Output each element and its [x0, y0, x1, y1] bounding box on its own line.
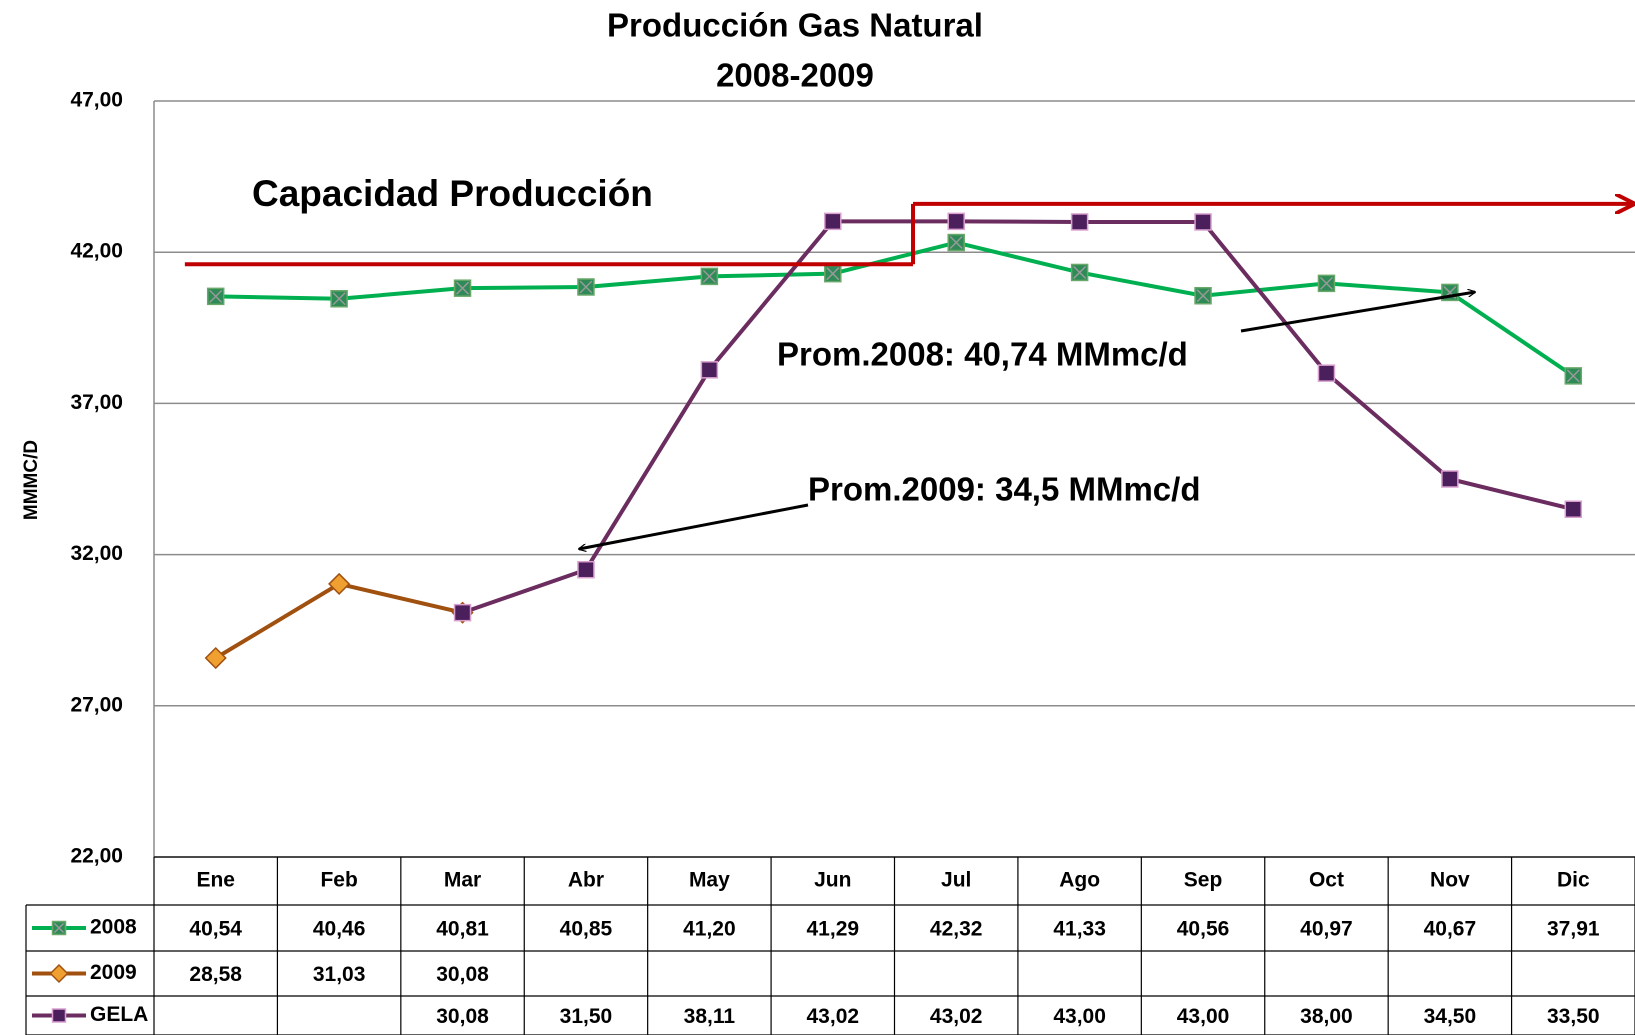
table-value: 43,02	[807, 1005, 860, 1028]
y-tick-label: 37,00	[70, 391, 123, 414]
table-value: 40,85	[560, 918, 613, 941]
table-value: 40,46	[313, 918, 366, 941]
marker-x	[332, 292, 346, 306]
marker	[51, 1008, 67, 1023]
marker	[1317, 364, 1336, 382]
series-line	[461, 219, 1574, 615]
x-tick-label: Ene	[196, 869, 235, 892]
table-value: 43,00	[1177, 1005, 1230, 1028]
marker-x	[53, 922, 65, 934]
marker	[824, 212, 842, 231]
y-tick-label: 47,00	[70, 89, 123, 112]
table-value: 31,50	[560, 1005, 613, 1028]
table-value: 43,02	[930, 1005, 983, 1028]
marker	[49, 963, 69, 984]
marker-x	[949, 235, 963, 250]
table-value: 31,03	[313, 963, 366, 986]
table-value: 40,97	[1300, 918, 1353, 941]
table-value: 30,08	[436, 1005, 489, 1028]
y-tick-label: 22,00	[70, 845, 123, 868]
annotation-arrow	[1240, 292, 1475, 333]
y-tick-label: 27,00	[70, 693, 123, 716]
marker	[1441, 470, 1459, 488]
x-tick-label: Sep	[1184, 869, 1223, 892]
x-tick-label: Feb	[320, 869, 357, 892]
x-tick-label: Dic	[1557, 869, 1590, 892]
marker-x	[1319, 276, 1333, 290]
marker	[453, 603, 472, 622]
table-value: 37,91	[1547, 918, 1600, 941]
x-tick-label: Ago	[1059, 869, 1100, 892]
marker	[700, 361, 719, 379]
annotation: Prom.2008: 40,74 MMmc/d	[777, 336, 1188, 373]
marker-x	[579, 280, 593, 294]
annotation-arrow	[579, 503, 809, 549]
y-tick-label: 32,00	[70, 542, 123, 565]
x-tick-label: Mar	[444, 869, 481, 892]
table-value: 41,29	[807, 918, 860, 941]
table-value: 34,50	[1424, 1005, 1477, 1028]
legend-label: GELA	[90, 1003, 148, 1026]
x-tick-label: Jul	[941, 869, 971, 892]
marker	[1564, 500, 1583, 518]
marker	[204, 646, 227, 670]
marker	[328, 572, 351, 595]
x-tick-label: Jun	[814, 869, 851, 892]
marker	[947, 212, 965, 231]
table-value: 43,00	[1053, 1005, 1106, 1028]
table-value: 41,20	[683, 918, 736, 941]
table-value: 38,00	[1300, 1005, 1353, 1028]
table-value: 40,67	[1424, 918, 1477, 941]
marker-x	[702, 269, 716, 283]
table-value: 38,11	[684, 1005, 736, 1028]
table-value: 40,56	[1177, 918, 1230, 941]
table-value: 41,33	[1053, 918, 1106, 941]
table-value: 33,50	[1547, 1005, 1600, 1028]
chart-subtitle: 2008-2009	[716, 57, 874, 94]
table-value: 40,54	[189, 918, 242, 941]
capacity-label: Capacidad Producción	[252, 173, 653, 214]
x-tick-label: Oct	[1309, 869, 1344, 892]
marker-x	[1196, 289, 1210, 303]
table-value: 40,81	[436, 918, 489, 941]
y-axis-label: MMMC/D	[21, 440, 42, 520]
x-tick-label: Abr	[568, 869, 604, 892]
x-tick-label: Nov	[1430, 869, 1470, 892]
table-value: 30,08	[436, 963, 489, 986]
marker	[1194, 213, 1212, 231]
marker-x	[826, 267, 840, 281]
series-line	[215, 240, 1575, 378]
x-tick-label: May	[689, 869, 730, 892]
marker-x	[456, 281, 470, 295]
chart-title: Producción Gas Natural	[607, 7, 983, 44]
table-value: 42,32	[930, 918, 983, 941]
annotation: Prom.2009: 34,5 MMmc/d	[808, 471, 1201, 508]
series-line	[214, 581, 463, 660]
table-value: 28,58	[189, 963, 242, 986]
marker	[577, 560, 595, 579]
y-tick-label: 42,00	[70, 240, 123, 263]
marker-x	[1566, 369, 1580, 383]
marker	[1070, 213, 1089, 231]
legend-label: 2009	[90, 961, 137, 984]
marker-x	[1073, 265, 1087, 279]
legend-label: 2008	[90, 916, 137, 939]
marker-x	[209, 289, 223, 303]
